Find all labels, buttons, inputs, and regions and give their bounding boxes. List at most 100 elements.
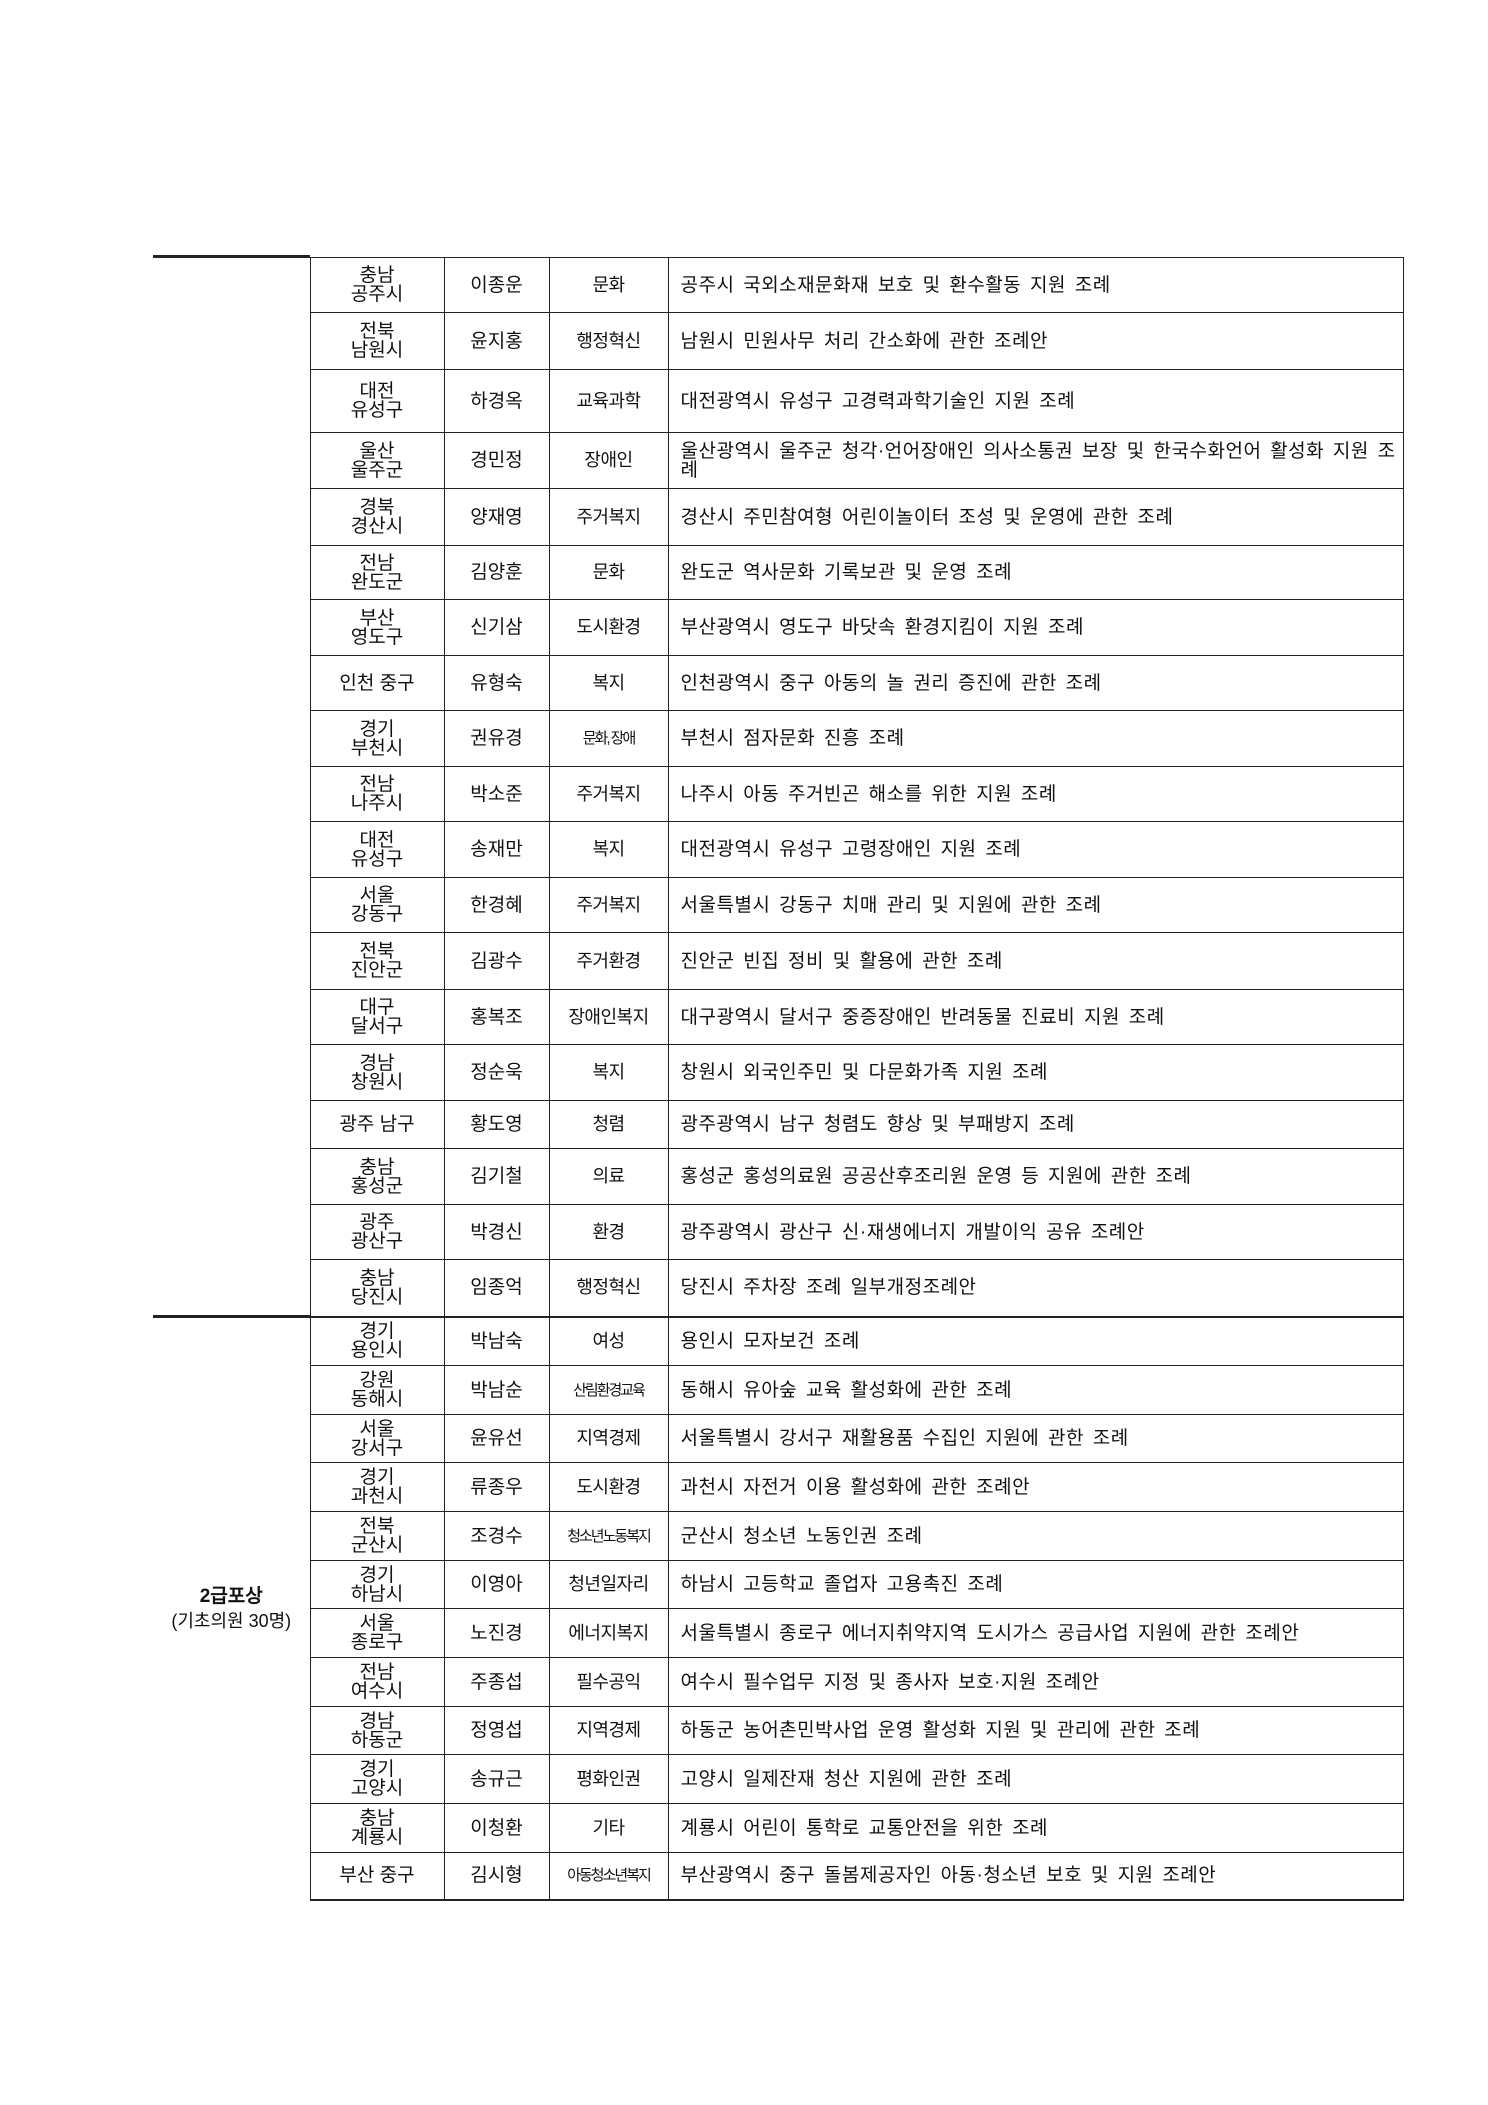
member-name-cell: 박경신	[443, 1204, 550, 1260]
region-cell: 경기 부천시	[309, 710, 445, 767]
ordinance-cell: 광주광역시 광산구 신·재생에너지 개발이익 공유 조례안	[667, 1204, 1404, 1260]
region-line: 울산	[359, 440, 395, 462]
member-name-cell: 노진경	[443, 1608, 550, 1658]
ordinance-cell: 창원시 외국인주민 및 다문화가족 지원 조례	[667, 1044, 1404, 1101]
table-row: 전북 진안군 김광수 주거환경 진안군 빈집 정비 및 활용에 관한 조례	[153, 932, 1404, 990]
ordinance-cell: 하동군 농어촌민박사업 운영 활성화 지원 및 관리에 관한 조례	[667, 1706, 1404, 1755]
table-row: 경북 경산시 양재영 주거복지 경산시 주민참여형 어린이놀이터 조성 및 운영에 관한…	[153, 488, 1404, 546]
member-name-cell: 홍복조	[443, 989, 550, 1045]
table-row: 전북 남원시 윤지홍 행정혁신 남원시 민원사무 처리 간소화에 관한 조례안	[153, 312, 1404, 370]
region-line: 전남	[359, 1662, 395, 1683]
region-cell: 충남 공주시	[309, 257, 445, 313]
region-line: 강원	[359, 1370, 395, 1391]
ordinance-cell: 서울특별시 종로구 에너지취약지역 도시가스 공급사업 지원에 관한 조례안	[667, 1608, 1404, 1658]
table-row: 울산 울주군 경민정 장애인 울산광역시 울주군 청각·언어장애인 의사소통권 보장 및…	[153, 432, 1404, 489]
field-cell: 주거복지	[548, 488, 669, 546]
region-line: 유성구	[350, 400, 404, 421]
region-line: 과천시	[350, 1486, 404, 1507]
region-cell: 부산 중구	[309, 1852, 445, 1901]
ordinance-cell: 부천시 점자문화 진흥 조례	[667, 710, 1404, 767]
region-line: 계룡시	[350, 1827, 404, 1848]
award-category-cell: 2급포상 (기초의원 30명)	[153, 1315, 311, 1900]
ordinance-cell: 당진시 주차장 조례 일부개정조례안	[667, 1259, 1404, 1317]
region-line: 서울	[359, 1418, 395, 1440]
region-line: 완도군	[350, 571, 404, 593]
table-row: 광주 남구 황도영 청렴 광주광역시 남구 청렴도 향상 및 부패방지 조례	[153, 1100, 1404, 1149]
region-line: 전남	[359, 552, 395, 574]
member-name-cell: 정영섭	[443, 1706, 550, 1755]
field-cell: 문화	[548, 545, 669, 600]
ordinance-cell: 경산시 주민참여형 어린이놀이터 조성 및 운영에 관한 조례	[667, 488, 1404, 546]
region-line: 남원시	[350, 340, 404, 361]
region-cell: 경기 용인시	[309, 1315, 445, 1366]
region-cell: 전북 군산시	[309, 1511, 445, 1561]
table-row: 충남 홍성군 김기철 의료 홍성군 홍성의료원 공공산후조리원 운영 등 지원에 관한 …	[153, 1148, 1404, 1205]
ordinance-cell: 군산시 청소년 노동인권 조례	[667, 1511, 1404, 1561]
region-line: 부산	[359, 607, 395, 629]
region-line: 광주 남구	[339, 1114, 415, 1135]
table-row: 경남 하동군 정영섭 지역경제 하동군 농어촌민박사업 운영 활성화 지원 및 관리에 …	[153, 1706, 1404, 1755]
region-cell: 경북 경산시	[309, 488, 445, 546]
table-row: 대구 달서구 홍복조 장애인복지 대구광역시 달서구 중증장애인 반려동물 진료비 지원…	[153, 989, 1404, 1045]
region-line: 하동군	[350, 1729, 404, 1751]
member-name-cell: 박남숙	[443, 1315, 550, 1366]
region-line: 경기	[359, 1759, 395, 1780]
ordinance-cell: 홍성군 홍성의료원 공공산후조리원 운영 등 지원에 관한 조례	[667, 1148, 1404, 1205]
member-name-cell: 임종억	[443, 1259, 550, 1317]
region-cell: 경기 하남시	[309, 1560, 445, 1609]
region-line: 부천시	[350, 737, 404, 759]
region-cell: 경기 고양시	[309, 1754, 445, 1804]
table-row: 부산 영도구 신기삼 도시환경 부산광역시 영도구 바닷속 환경지킴이 지원 조례	[153, 599, 1404, 656]
region-line: 경산시	[350, 516, 404, 537]
ordinance-cell: 인천광역시 중구 아동의 놀 권리 증진에 관한 조례	[667, 655, 1404, 711]
region-line: 공주시	[350, 284, 404, 305]
award-category-cell	[153, 257, 311, 1317]
ordinance-cell: 공주시 국외소재문화재 보호 및 환수활동 지원 조례	[667, 257, 1404, 313]
region-line: 전북	[359, 1516, 395, 1537]
region-line: 경남	[359, 1710, 395, 1732]
region-cell: 대전 유성구	[309, 369, 445, 433]
table-row: 경기 고양시 송규근 평화인권 고양시 일제잔재 청산 지원에 관한 조례	[153, 1754, 1404, 1804]
region-line: 울주군	[350, 459, 404, 481]
member-name-cell: 송규근	[443, 1754, 550, 1804]
table-row: 서울 강서구 윤유선 지역경제 서울특별시 강서구 재활용품 수집인 지원에 관한 조례	[153, 1414, 1404, 1463]
region-line: 인천 중구	[339, 672, 415, 694]
table-row: 전북 군산시 조경수 청소년노동복지 군산시 청소년 노동인권 조례	[153, 1511, 1404, 1561]
member-name-cell: 박남순	[443, 1365, 550, 1415]
region-line: 동해시	[350, 1389, 404, 1410]
region-cell: 울산 울주군	[309, 432, 445, 489]
member-name-cell: 류종우	[443, 1462, 550, 1512]
region-line: 서울	[359, 885, 395, 906]
field-cell: 주거환경	[548, 932, 669, 990]
region-line: 여수시	[350, 1681, 404, 1702]
member-name-cell: 이종운	[443, 257, 550, 313]
region-line: 경기	[359, 1467, 395, 1488]
award-category-subtitle: (기초의원 30명)	[171, 1610, 292, 1631]
field-cell: 환경	[548, 1204, 669, 1260]
member-name-cell: 윤유선	[443, 1414, 550, 1463]
region-cell: 광주 남구	[309, 1100, 445, 1149]
region-line: 종로구	[350, 1632, 404, 1653]
member-name-cell: 신기삼	[443, 599, 550, 656]
field-cell: 여성	[548, 1315, 669, 1366]
member-name-cell: 송재만	[443, 821, 550, 878]
group-divider	[153, 1315, 310, 1317]
ordinance-cell: 고양시 일제잔재 청산 지원에 관한 조례	[667, 1754, 1404, 1804]
region-cell: 전북 진안군	[309, 932, 445, 990]
member-name-cell: 김광수	[443, 932, 550, 990]
field-cell: 도시환경	[548, 599, 669, 656]
member-name-cell: 경민정	[443, 432, 550, 489]
table-row: 서울 강동구 한경혜 주거복지 서울특별시 강동구 치매 관리 및 지원에 관한 조례	[153, 877, 1404, 933]
field-cell: 아동청소년복지	[548, 1852, 669, 1901]
region-cell: 대구 달서구	[309, 989, 445, 1045]
table-row: 경기 하남시 이영아 청년일자리 하남시 고등학교 졸업자 고용촉진 조례	[153, 1560, 1404, 1609]
region-line: 충남	[359, 265, 395, 286]
ordinance-cell: 남원시 민원사무 처리 간소화에 관한 조례안	[667, 312, 1404, 370]
member-name-cell: 황도영	[443, 1100, 550, 1149]
region-cell: 부산 영도구	[309, 599, 445, 656]
region-line: 경기	[359, 1321, 395, 1343]
region-line: 대전	[359, 381, 395, 402]
region-line: 충남	[359, 1267, 395, 1289]
member-name-cell: 김시형	[443, 1852, 550, 1901]
field-cell: 복지	[548, 1044, 669, 1101]
